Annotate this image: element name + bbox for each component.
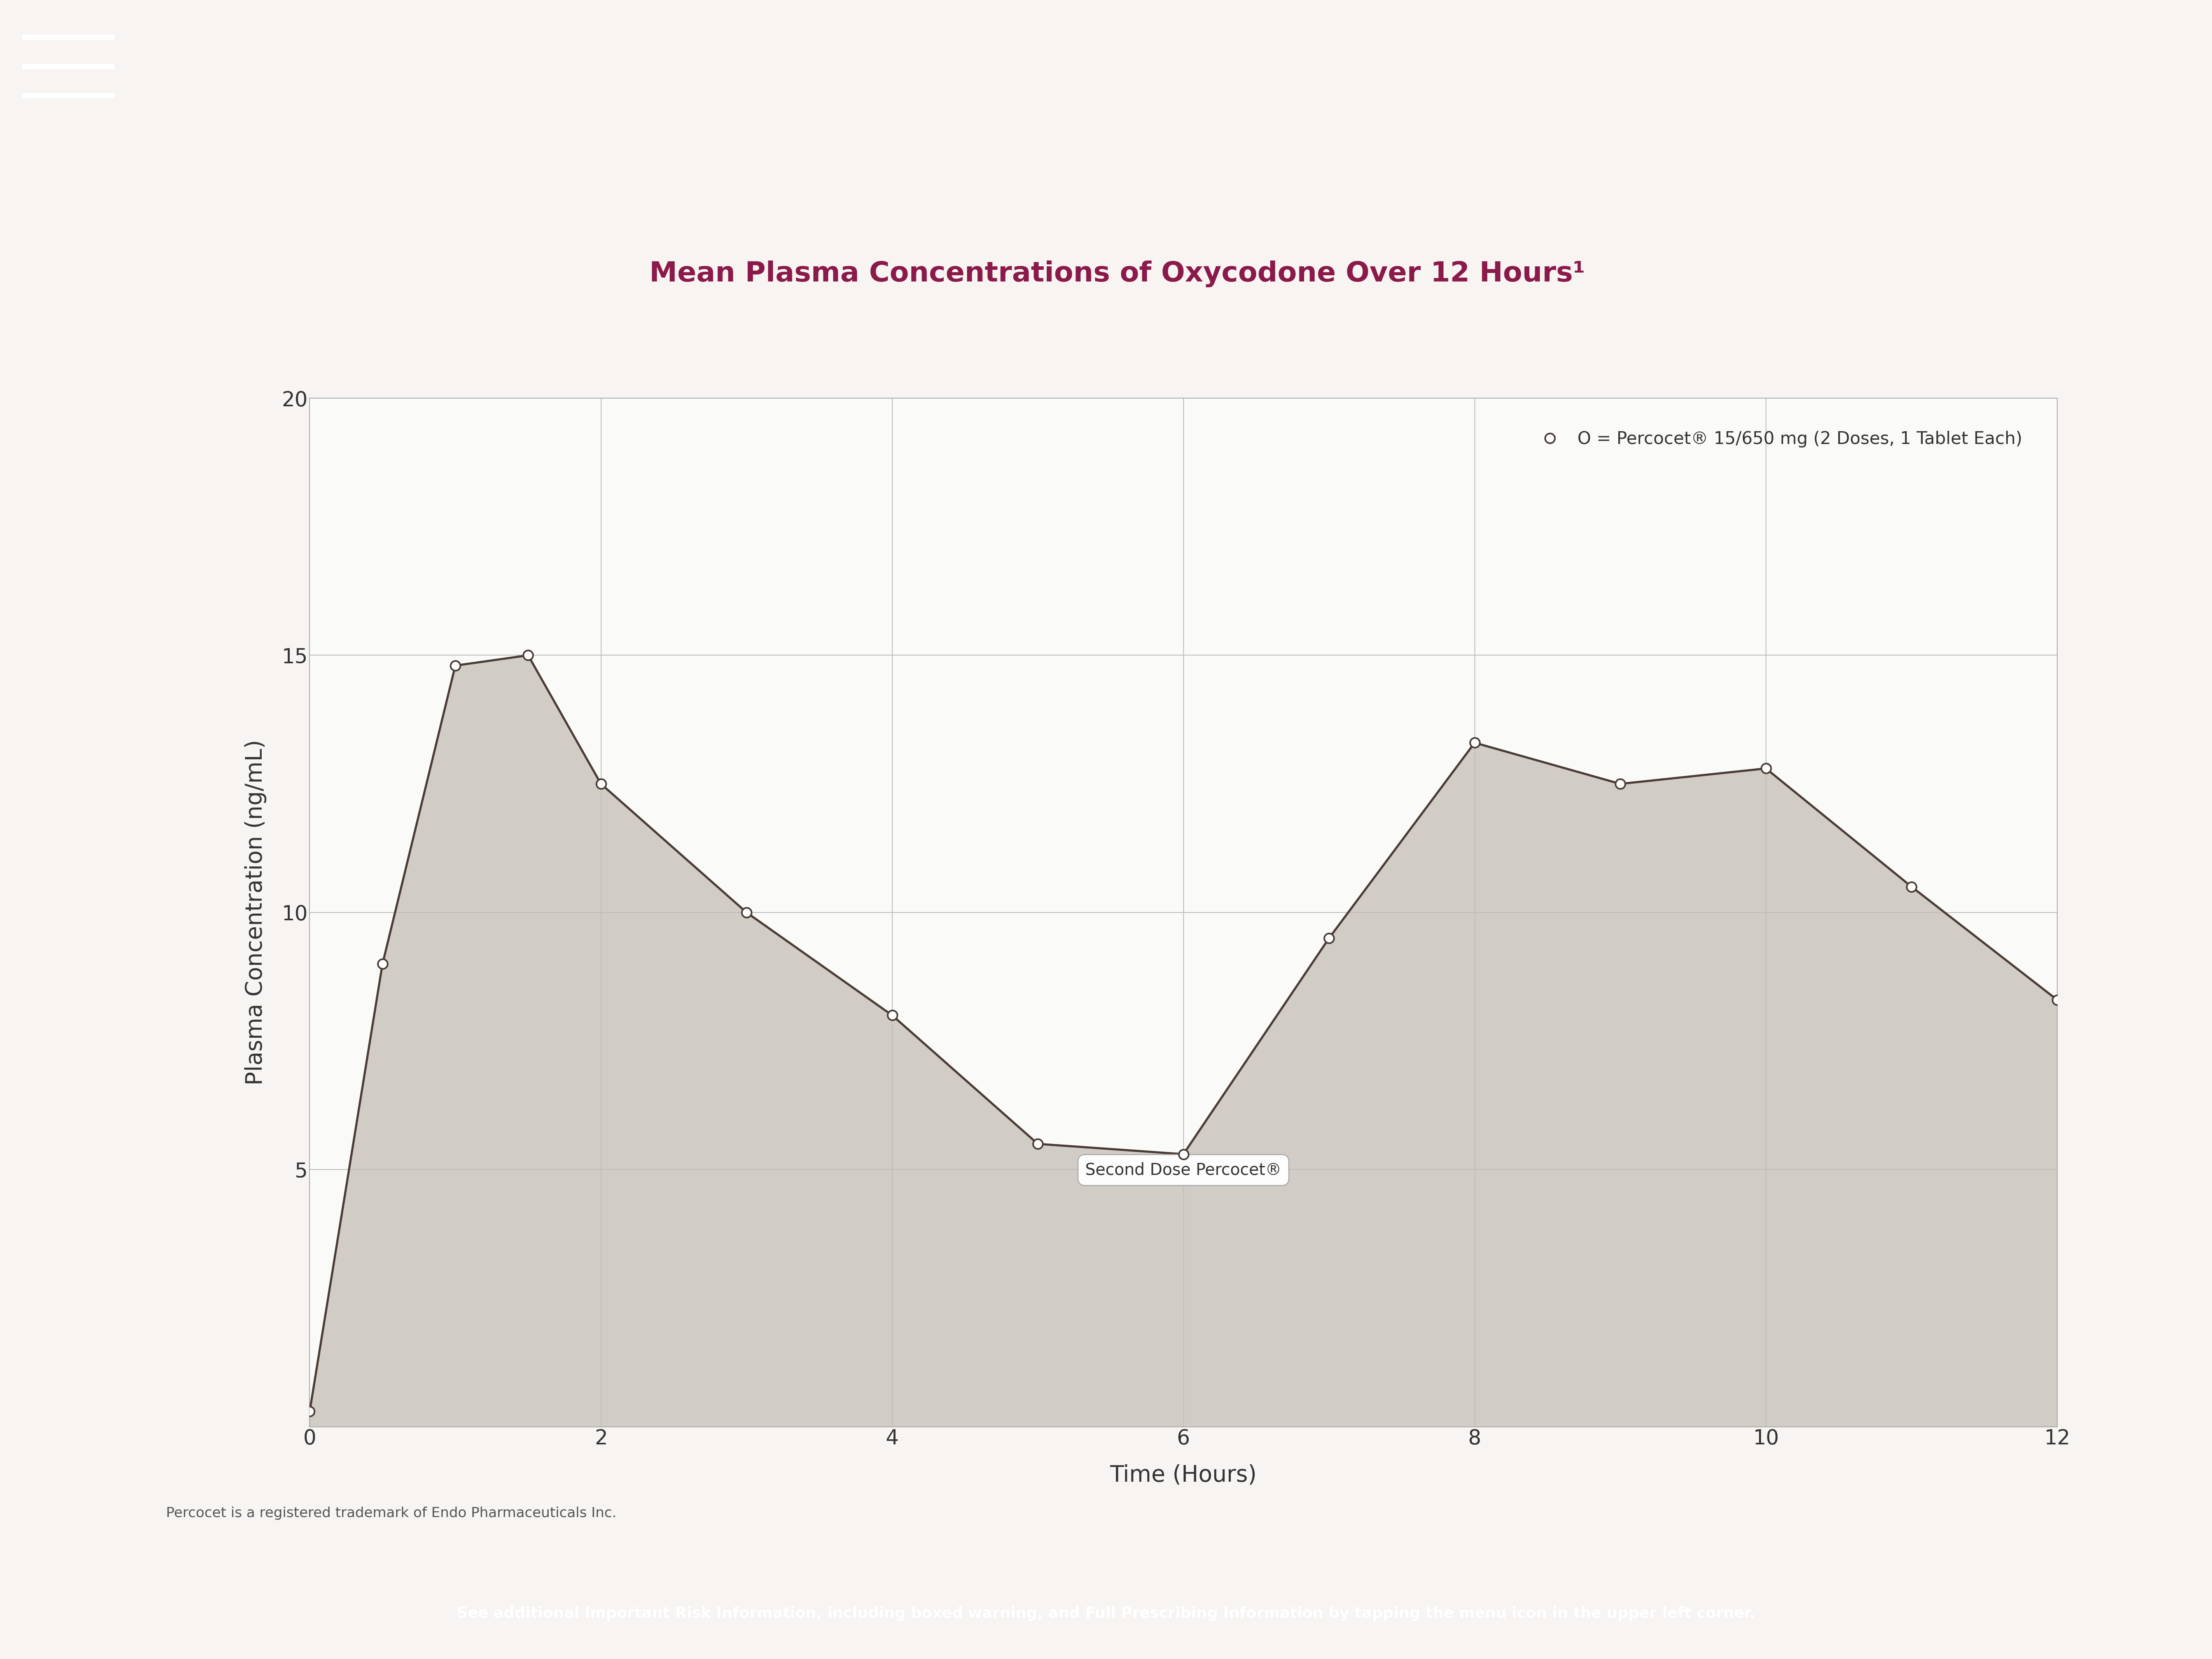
- Y-axis label: Plasma Concentration (ng/mL): Plasma Concentration (ng/mL): [243, 740, 268, 1085]
- Text: Mean Plasma Concentrations of Oxycodone Over 12 Hours¹: Mean Plasma Concentrations of Oxycodone …: [648, 260, 1586, 287]
- X-axis label: Time (Hours): Time (Hours): [1110, 1463, 1256, 1486]
- Legend: O = Percocet® 15/650 mg (2 Doses, 1 Tablet Each): O = Percocet® 15/650 mg (2 Doses, 1 Tabl…: [1524, 423, 2031, 456]
- Text: See additional Important Risk Information, including boxed warning, and Full Pre: See additional Important Risk Informatio…: [456, 1606, 1756, 1621]
- Text: Second Dose Percocet®: Second Dose Percocet®: [1086, 1161, 1281, 1178]
- Text: Percocet is a registered trademark of Endo Pharmaceuticals Inc.: Percocet is a registered trademark of En…: [166, 1506, 617, 1520]
